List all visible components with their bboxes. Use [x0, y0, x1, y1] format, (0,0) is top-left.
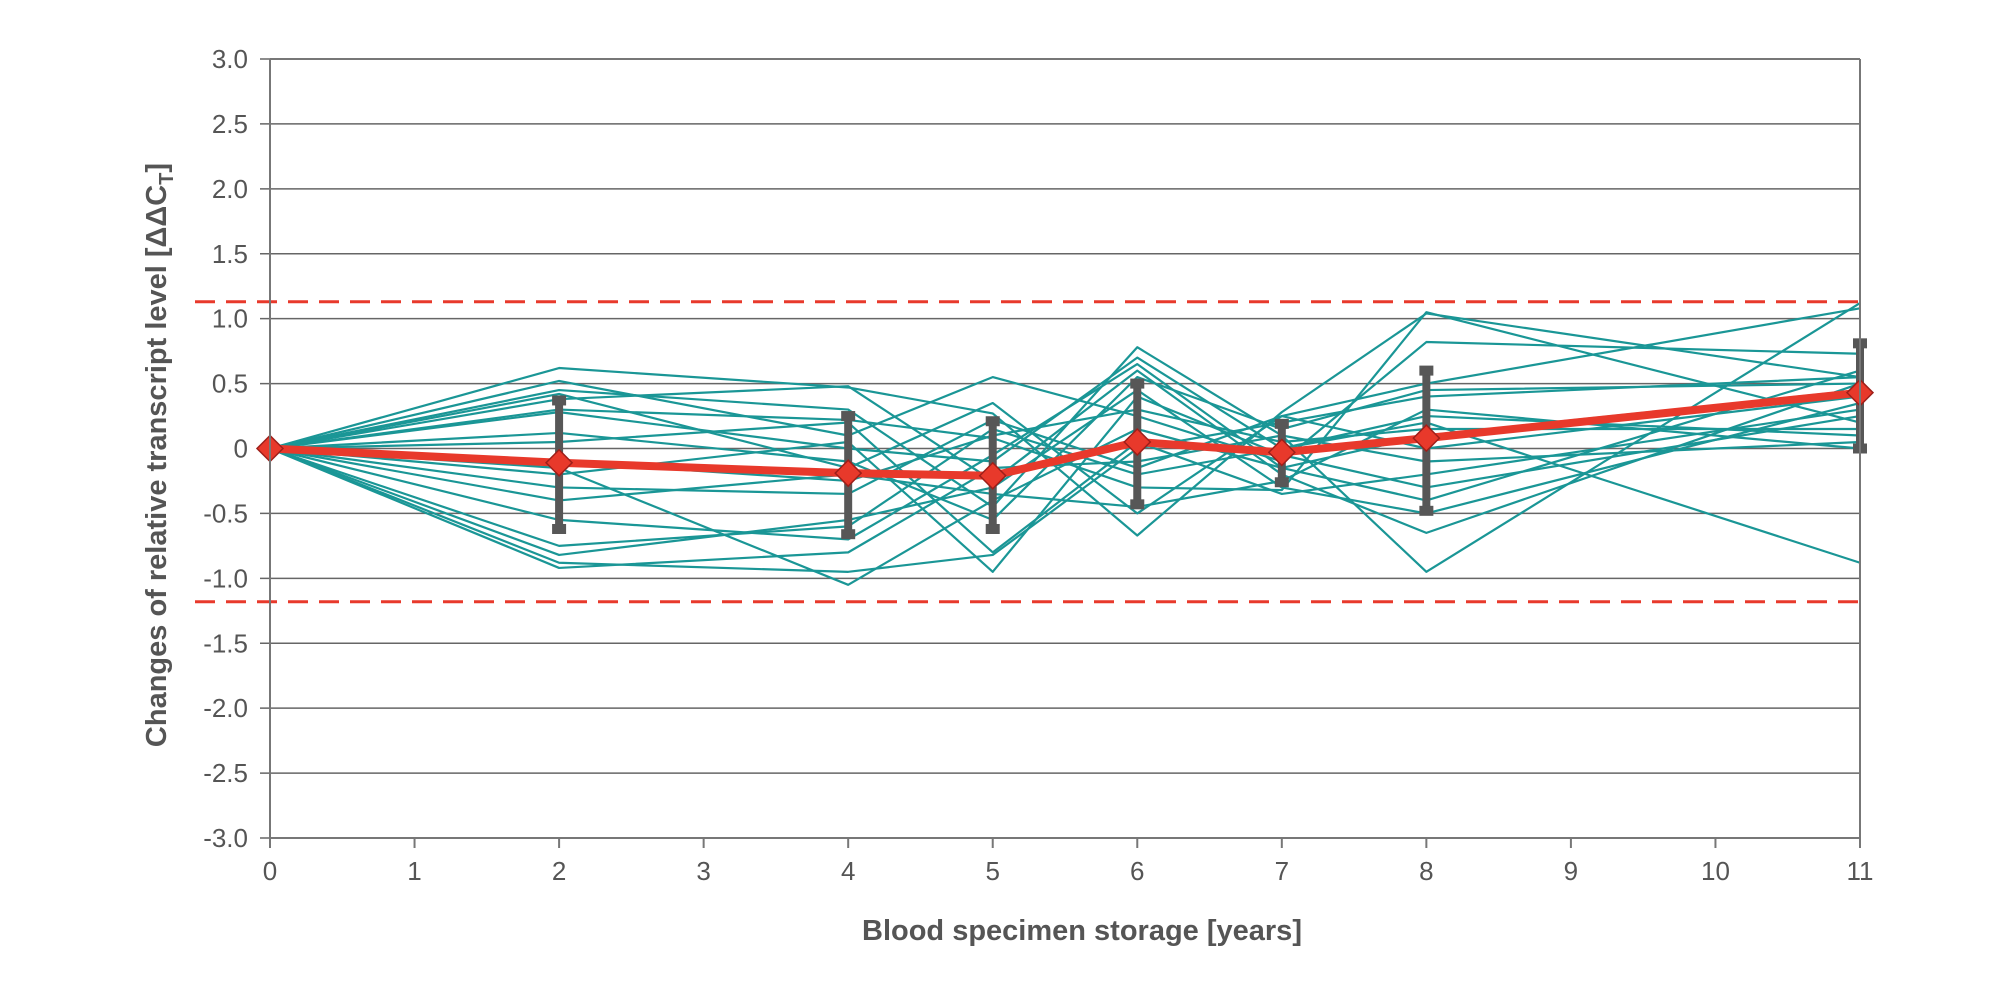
series-line [269, 395, 1861, 573]
mean-marker [978, 461, 1007, 490]
y-tick-label: 2.5 [212, 109, 248, 139]
series-line [269, 414, 1861, 547]
mean-marker [1267, 438, 1296, 467]
y-tick-label: 0 [234, 434, 248, 464]
y-tick-label: -3.0 [203, 823, 248, 853]
error-bar-cap-bottom [1274, 477, 1289, 488]
y-tick-label: -0.5 [203, 498, 248, 528]
series-line [269, 363, 1861, 541]
individual-series [269, 302, 1861, 586]
x-tick-label: 11 [1847, 856, 1874, 886]
mean-marker [545, 448, 574, 477]
tick-labels: 3.0 2.5 2.0 1.5 1.0 0.5 0 -0.5 -1.0 -1.5 -2.0 -2.5 -… [203, 44, 1873, 886]
error-bar-cap-top [1130, 378, 1145, 389]
series-line [269, 388, 1861, 557]
error-bar-cap-bottom [1130, 499, 1145, 510]
y-tick-label: 3.0 [212, 44, 248, 74]
y-tick-label: 1.5 [212, 239, 248, 269]
y-axis-title: Changes of relative transcript level [ΔΔ… [141, 163, 178, 747]
x-tick-label: 7 [1275, 856, 1289, 886]
mean-marker [1123, 427, 1152, 457]
error-bar-cap-top [985, 416, 1000, 427]
y-axis-title-suffix: ] [141, 163, 173, 173]
y-tick-label: -2.5 [203, 758, 248, 788]
x-tick-label: 1 [407, 856, 421, 886]
x-axis-title: Blood specimen storage [years] [862, 915, 1302, 947]
series-line [269, 340, 1861, 463]
error-bar-cap-top [841, 411, 856, 422]
x-tick-label: 10 [1701, 856, 1730, 886]
y-tick-label: 0.5 [212, 369, 248, 399]
series-line [269, 369, 1861, 534]
error-bar-cap-bottom [841, 529, 856, 540]
y-tick-label: 2.0 [212, 174, 248, 204]
x-tick-label: 8 [1419, 856, 1433, 886]
y-axis-title-subscript: T [156, 173, 178, 185]
series-line [269, 312, 1861, 537]
y-axis-title-main: Changes of relative transcript level [ΔΔ… [141, 185, 173, 747]
y-tick-label: -1.0 [203, 563, 248, 593]
axes [269, 58, 1861, 848]
error-bar-cap-top [1274, 418, 1289, 429]
error-bar-cap-bottom [1419, 505, 1434, 516]
mean-marker [1412, 424, 1441, 453]
error-bar-cap-top [552, 395, 567, 406]
error-bar-cap-top [1419, 365, 1434, 376]
x-tick-label: 0 [263, 856, 277, 886]
gridlines [260, 58, 1860, 839]
x-tick-label: 3 [696, 856, 710, 886]
mean-marker [834, 459, 863, 488]
y-tick-label: 1.0 [212, 304, 248, 334]
x-tick-label: 6 [1130, 856, 1144, 886]
series-line [269, 408, 1861, 554]
error-bar-cap-bottom [552, 523, 567, 534]
x-tick-label: 5 [985, 856, 999, 886]
mean-line [266, 388, 1864, 480]
y-tick-label: -1.5 [203, 628, 248, 658]
error-bar-cap-bottom [985, 523, 1000, 534]
x-tick-label: 4 [841, 856, 855, 886]
x-tick-label: 9 [1564, 856, 1578, 886]
x-tick-label: 2 [552, 856, 566, 886]
y-tick-label: -2.0 [203, 693, 248, 723]
